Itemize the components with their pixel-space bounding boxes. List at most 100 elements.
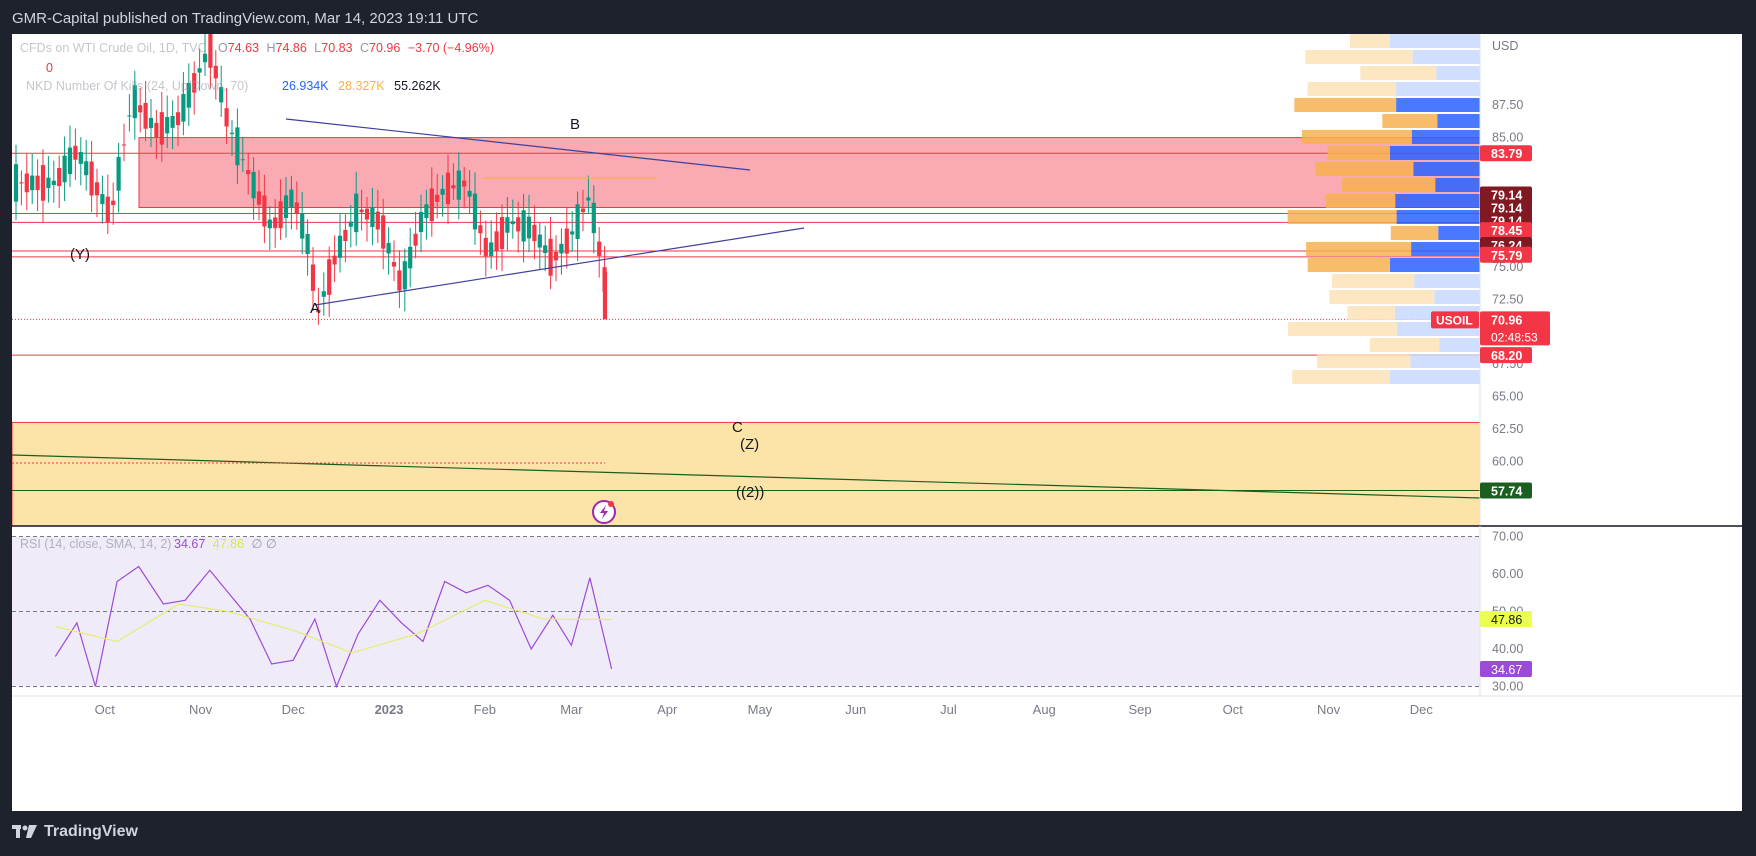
candle-body	[13, 164, 19, 202]
lightning-icon[interactable]	[592, 500, 616, 524]
candle-body	[305, 233, 310, 254]
price-axis[interactable]: USD 87.5085.0075.0072.5067.5065.0062.506…	[1431, 34, 1550, 526]
candle-body	[532, 224, 537, 242]
candle-body	[208, 31, 213, 68]
candle-body	[499, 217, 505, 250]
candle-body	[213, 65, 218, 79]
rsi-ma-line	[55, 599, 612, 654]
price-label: 57.74	[1491, 485, 1522, 499]
candle-body	[132, 85, 137, 119]
price-candles	[13, 14, 608, 325]
price-label: 83.79	[1491, 147, 1522, 161]
brand-name: TradingView	[44, 823, 138, 840]
rsi-legend-label: RSI (14, close, SMA, 14, 2)	[20, 537, 171, 551]
price-label: 75.79	[1491, 249, 1522, 263]
candle-body	[138, 105, 143, 113]
candle-body	[418, 211, 424, 233]
candle-body	[429, 188, 434, 222]
rsi-tick: 60.00	[1492, 567, 1523, 581]
published-header: GMR-Capital published on TradingView.com…	[12, 10, 479, 27]
time-tick: Sep	[1128, 702, 1151, 717]
rsi-legend-value: 34.67	[174, 537, 205, 551]
time-tick: Feb	[474, 702, 496, 717]
candle-body	[332, 255, 337, 265]
price-label-bg	[1480, 222, 1532, 239]
vp-bar-up	[1292, 370, 1391, 384]
vp-bar-down	[1439, 338, 1480, 352]
legend-c-label: C	[360, 41, 369, 55]
candle-body	[267, 219, 272, 229]
candle-body	[381, 215, 386, 249]
time-tick: Jul	[940, 702, 957, 717]
tradingview-logo-icon	[12, 825, 38, 839]
candle-body	[575, 204, 580, 240]
candle-body	[375, 211, 380, 230]
candle-body	[537, 234, 542, 248]
candle-body	[456, 170, 461, 200]
candle-body	[46, 177, 51, 189]
candle-body	[111, 200, 116, 206]
candle-body	[564, 228, 569, 254]
candle-body	[370, 207, 375, 228]
time-tick: Nov	[1317, 702, 1341, 717]
candle-body	[229, 132, 235, 135]
chart-canvas[interactable]: B (Y) A C (Z) ((2)) CFDs on WTI Crude Oi…	[11, 14, 1742, 811]
candle-body	[73, 145, 78, 160]
candle-body	[343, 229, 348, 242]
candle-body	[116, 156, 121, 191]
candle-body	[181, 93, 186, 122]
supply-zone	[138, 137, 1481, 208]
candle-body	[294, 202, 299, 214]
candle-body	[289, 189, 294, 208]
time-axis[interactable]: Oct Nov Dec 2023 Feb Mar Apr May Jun Jul Aug Sep Oct…	[95, 702, 1434, 717]
candle-body	[219, 87, 224, 103]
candle-body	[278, 201, 283, 229]
candle-body	[175, 112, 181, 126]
symbol-badge: USOIL	[1436, 313, 1473, 327]
vp-bar-up	[1287, 210, 1397, 224]
candle-body	[472, 193, 478, 230]
candle-body	[310, 264, 316, 291]
candle-body	[570, 231, 575, 235]
time-tick: May	[748, 702, 773, 717]
currency-label: USD	[1492, 39, 1518, 53]
candle-body	[84, 161, 89, 176]
vp-bar-up	[1288, 322, 1398, 336]
candle-body	[251, 171, 256, 199]
candle-body	[467, 190, 472, 197]
vp-bar-up	[1329, 290, 1435, 304]
wave-label-2: ((2))	[736, 484, 764, 501]
candle-body	[197, 68, 202, 73]
vp-bar-down	[1434, 290, 1480, 304]
candle-body	[240, 159, 245, 161]
chart-frame[interactable]: B (Y) A C (Z) ((2)) CFDs on WTI Crude Oi…	[11, 14, 1742, 811]
vp-bar-down	[1414, 274, 1480, 288]
price-tick: 65.00	[1492, 390, 1523, 404]
candle-body	[327, 259, 332, 295]
candle-body	[348, 221, 353, 227]
vp-bar-up	[1305, 50, 1413, 64]
candle-body	[170, 115, 175, 128]
candle-body	[391, 262, 397, 267]
candle-body	[273, 217, 278, 229]
price-label-bg	[1480, 186, 1532, 203]
price-label: 79.14	[1491, 189, 1522, 203]
legend-c-value: 70.96	[369, 41, 400, 55]
candle-body	[300, 213, 305, 239]
vp-bar-up	[1317, 354, 1411, 368]
vp-bar-up	[1350, 34, 1390, 48]
candle-body	[321, 291, 326, 297]
candle-body	[559, 243, 564, 254]
candle-body	[30, 175, 35, 191]
candle-body-last	[602, 271, 608, 320]
legend-indicator: NKD Number Of Kills (24, Up/Down, 70)	[26, 79, 248, 93]
last-price-bg	[1480, 311, 1550, 346]
candle-body	[143, 102, 148, 129]
rsi-legend-ma: 47.86	[213, 537, 244, 551]
countdown: 02:48:53	[1491, 330, 1538, 344]
tradingview-brand[interactable]: TradingView	[12, 823, 138, 841]
vp-bar-down	[1390, 146, 1480, 160]
candle-body	[586, 197, 591, 201]
volume-profile	[1287, 34, 1480, 384]
